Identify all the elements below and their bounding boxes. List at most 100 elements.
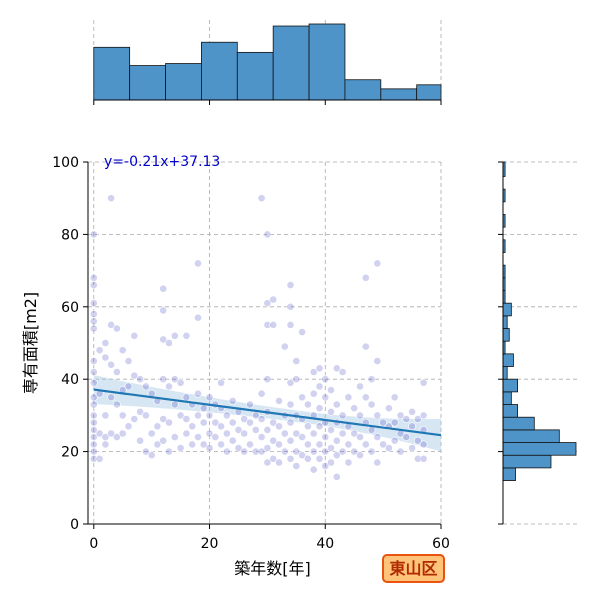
- data-point: [321, 393, 330, 402]
- data-point: [344, 458, 353, 467]
- data-point: [315, 440, 324, 449]
- data-point: [240, 429, 249, 438]
- data-point: [321, 433, 330, 441]
- data-point: [205, 444, 214, 452]
- data-point: [373, 357, 382, 365]
- data-point: [396, 411, 405, 420]
- data-point: [205, 411, 214, 420]
- data-point: [182, 393, 191, 402]
- data-point: [257, 447, 266, 456]
- data-point: [194, 411, 202, 420]
- data-point: [217, 422, 225, 431]
- data-point: [124, 382, 133, 391]
- data-point: [89, 324, 98, 333]
- data-point: [246, 400, 254, 409]
- data-point: [257, 389, 266, 398]
- data-point: [130, 371, 139, 380]
- data-point: [303, 422, 312, 431]
- data-point: [356, 382, 364, 391]
- data-point: [199, 418, 208, 427]
- data-point: [309, 447, 318, 456]
- data-point: [165, 339, 173, 347]
- data-point: [165, 382, 173, 391]
- right-hist-bar: [502, 429, 560, 443]
- data-point: [332, 400, 341, 409]
- data-point: [390, 418, 399, 427]
- data-point: [373, 433, 382, 441]
- data-point: [217, 440, 225, 449]
- main-grid: [88, 20, 580, 525]
- data-point: [89, 310, 98, 318]
- data-point: [332, 472, 341, 481]
- data-point: [286, 400, 295, 409]
- data-point: [332, 436, 341, 445]
- data-point: [89, 454, 98, 463]
- data-point: [275, 440, 283, 449]
- data-point: [419, 454, 428, 463]
- data-point: [298, 451, 306, 460]
- data-point: [240, 415, 249, 423]
- data-point: [182, 331, 191, 340]
- data-point: [136, 436, 144, 445]
- x-tick-label: 40: [316, 536, 334, 552]
- data-point: [89, 378, 98, 387]
- data-point: [141, 447, 150, 456]
- data-point: [315, 454, 324, 463]
- data-point: [384, 404, 393, 413]
- right-hist-bar: [502, 391, 512, 405]
- data-point: [263, 230, 272, 239]
- data-point: [107, 320, 115, 329]
- data-point: [159, 335, 168, 344]
- data-point: [118, 429, 127, 438]
- data-point: [222, 411, 231, 420]
- y-tick-label: 60: [61, 300, 79, 316]
- data-point: [309, 465, 318, 474]
- district-badge-background: [382, 554, 445, 583]
- data-point: [390, 436, 399, 445]
- data-point: [413, 454, 422, 463]
- data-point: [292, 429, 301, 438]
- data-point: [286, 320, 295, 329]
- data-point: [263, 320, 272, 329]
- data-point: [275, 422, 283, 431]
- data-point: [263, 375, 272, 384]
- data-point: [246, 440, 254, 449]
- data-point: [309, 429, 318, 438]
- right-histogram: [498, 161, 577, 525]
- data-point: [402, 415, 411, 423]
- data-point: [234, 425, 243, 434]
- data-point: [361, 273, 370, 282]
- data-point: [338, 411, 347, 420]
- data-point: [101, 440, 110, 449]
- data-point: [292, 462, 301, 470]
- data-point: [159, 284, 168, 293]
- top-hist-bar: [165, 63, 202, 101]
- right-hist-bar: [502, 378, 519, 393]
- data-point: [199, 404, 208, 413]
- data-point: [217, 378, 225, 387]
- data-point: [89, 368, 98, 376]
- data-point: [246, 418, 254, 427]
- data-point: [303, 454, 312, 463]
- data-point: [257, 415, 266, 423]
- data-point: [194, 313, 202, 322]
- y-axis-title: 専有面積[m2]: [21, 292, 40, 394]
- data-point: [413, 415, 422, 423]
- data-point: [89, 273, 98, 282]
- data-point: [89, 440, 98, 449]
- right-hist-bar: [502, 442, 577, 456]
- data-point: [205, 393, 214, 402]
- data-point: [298, 328, 306, 336]
- data-point: [89, 447, 98, 456]
- data-point: [327, 425, 335, 434]
- data-point: [286, 436, 295, 445]
- data-point: [251, 425, 260, 434]
- data-point: [194, 259, 202, 268]
- data-point: [263, 425, 272, 434]
- data-point: [338, 368, 347, 376]
- data-point: [280, 447, 289, 456]
- data-point: [269, 320, 278, 329]
- data-point: [408, 407, 416, 416]
- data-point: [298, 393, 306, 402]
- data-point: [292, 447, 301, 456]
